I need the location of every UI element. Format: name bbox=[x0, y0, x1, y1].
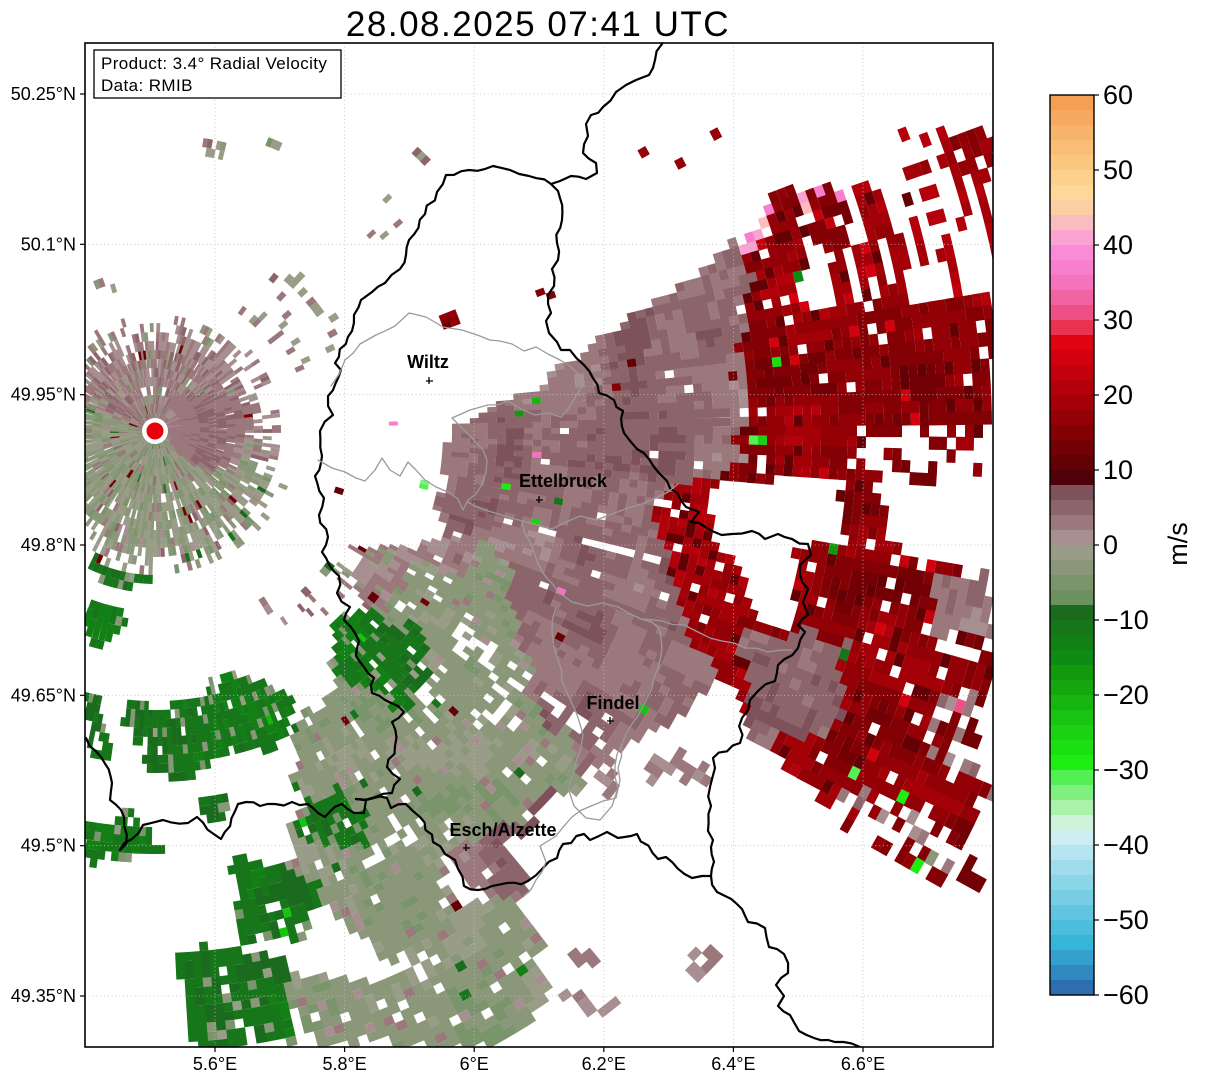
svg-text:Data: RMIB: Data: RMIB bbox=[101, 76, 193, 95]
svg-text:−50: −50 bbox=[1103, 905, 1149, 935]
svg-text:49.65°N: 49.65°N bbox=[11, 685, 76, 705]
svg-text:−30: −30 bbox=[1103, 755, 1149, 785]
svg-text:−40: −40 bbox=[1103, 830, 1149, 860]
svg-text:−20: −20 bbox=[1103, 680, 1149, 710]
svg-text:5.6°E: 5.6°E bbox=[193, 1054, 237, 1074]
svg-text:49.35°N: 49.35°N bbox=[11, 986, 76, 1006]
svg-text:0: 0 bbox=[1103, 530, 1118, 560]
svg-text:50.25°N: 50.25°N bbox=[11, 84, 76, 104]
svg-text:Findel: Findel bbox=[587, 693, 640, 713]
svg-text:6.2°E: 6.2°E bbox=[582, 1054, 626, 1074]
svg-text:Esch/Alzette: Esch/Alzette bbox=[449, 820, 556, 840]
svg-text:50: 50 bbox=[1103, 155, 1133, 185]
svg-text:5.8°E: 5.8°E bbox=[322, 1054, 366, 1074]
svg-text:6.4°E: 6.4°E bbox=[711, 1054, 755, 1074]
svg-text:6°E: 6°E bbox=[460, 1054, 489, 1074]
svg-text:m/s: m/s bbox=[1163, 522, 1193, 566]
svg-text:20: 20 bbox=[1103, 380, 1133, 410]
svg-text:30: 30 bbox=[1103, 305, 1133, 335]
svg-text:−60: −60 bbox=[1103, 980, 1149, 1010]
svg-text:40: 40 bbox=[1103, 230, 1133, 260]
svg-text:28.08.2025 07:41 UTC: 28.08.2025 07:41 UTC bbox=[346, 5, 730, 44]
svg-text:49.5°N: 49.5°N bbox=[21, 836, 76, 856]
svg-text:6.6°E: 6.6°E bbox=[841, 1054, 885, 1074]
svg-text:49.8°N: 49.8°N bbox=[21, 535, 76, 555]
svg-text:Wiltz: Wiltz bbox=[407, 352, 449, 372]
svg-text:50.1°N: 50.1°N bbox=[21, 234, 76, 254]
svg-text:60: 60 bbox=[1103, 80, 1133, 110]
svg-text:10: 10 bbox=[1103, 455, 1133, 485]
svg-text:−10: −10 bbox=[1103, 605, 1149, 635]
svg-text:Ettelbruck: Ettelbruck bbox=[519, 471, 608, 491]
svg-text:49.95°N: 49.95°N bbox=[11, 385, 76, 405]
svg-text:Product: 3.4° Radial Velocity: Product: 3.4° Radial Velocity bbox=[101, 54, 327, 73]
